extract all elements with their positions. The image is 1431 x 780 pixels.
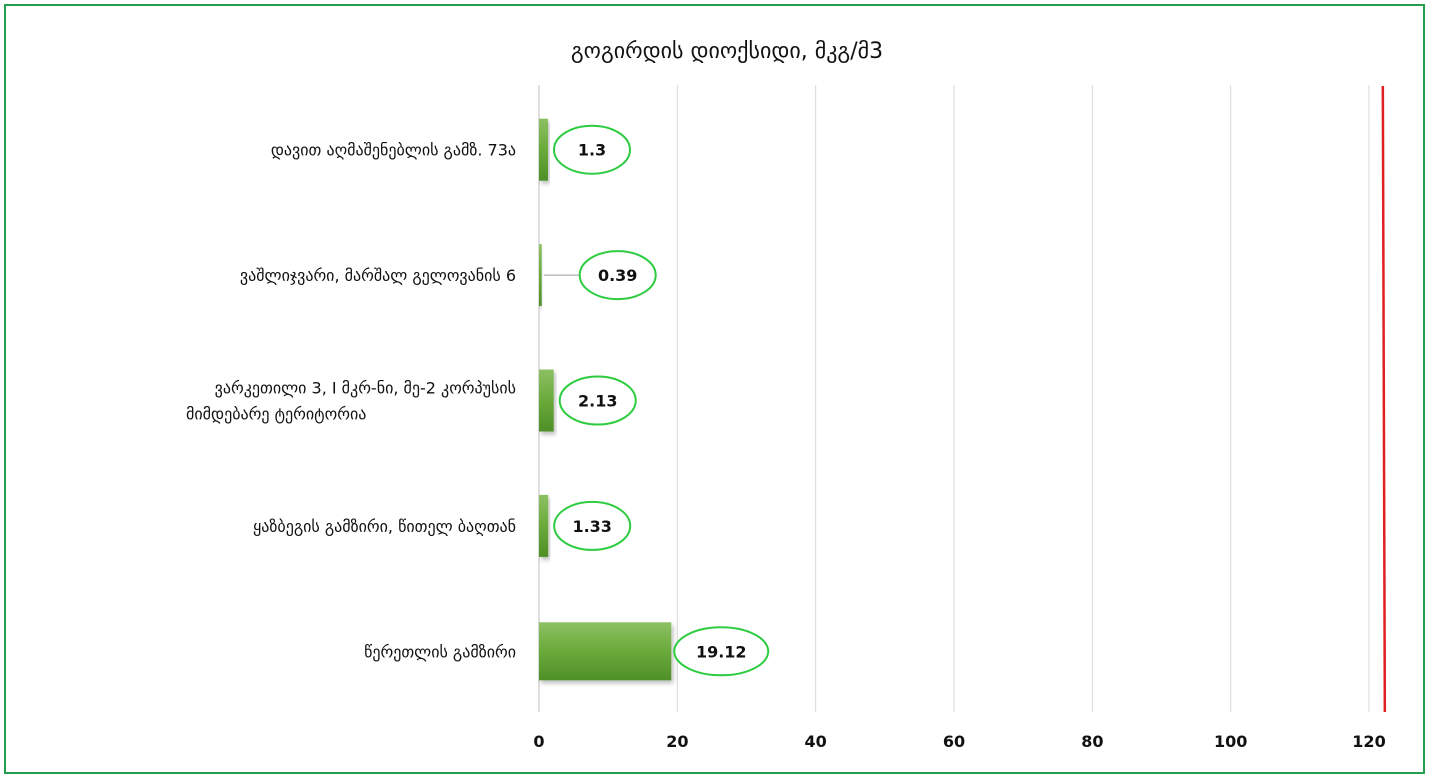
x-tick-label: 0 bbox=[533, 732, 544, 751]
bar bbox=[539, 244, 542, 307]
data-label-bubble bbox=[578, 250, 657, 301]
bars: 1.3 0.39 2.13 1.33 19.12 bbox=[539, 118, 770, 681]
category-label: ყაზბეგის გამზირი, წითელ ბაღთან bbox=[253, 517, 516, 536]
category-label: მიმდებარე ტერიტორია bbox=[186, 405, 366, 424]
x-tick-label: 120 bbox=[1352, 732, 1385, 751]
category-label: წერეთლის გამზირი bbox=[364, 642, 516, 661]
x-tick-label: 60 bbox=[943, 732, 965, 751]
category-label: დავით აღმაშენებლის გამზ. 73ა bbox=[271, 141, 516, 160]
data-label: 0.39 bbox=[598, 266, 637, 285]
x-tick-label: 100 bbox=[1214, 732, 1247, 751]
x-axis-ticks: 0 20 40 60 80 100 120 bbox=[533, 732, 1385, 751]
reference-line-group bbox=[1381, 85, 1387, 713]
data-label-bubble bbox=[552, 124, 631, 175]
bar bbox=[539, 494, 549, 557]
reference-line bbox=[1381, 85, 1387, 713]
data-label: 19.12 bbox=[696, 642, 747, 661]
bar bbox=[539, 369, 554, 432]
bar bbox=[539, 622, 672, 681]
data-label: 2.13 bbox=[578, 392, 617, 411]
gridlines bbox=[538, 85, 1370, 712]
data-label: 1.33 bbox=[572, 517, 611, 536]
data-label-bubble bbox=[553, 500, 632, 551]
data-label: 1.3 bbox=[578, 141, 606, 160]
category-label: ვაშლიჯვარი, მარშალ გელოვანის 6 bbox=[240, 266, 516, 285]
x-tick-label: 40 bbox=[805, 732, 827, 751]
chart-title: გოგირდის დიოქსიდი, მკგ/მ3 bbox=[571, 39, 883, 64]
data-label-bubble bbox=[673, 626, 770, 677]
bar bbox=[539, 118, 548, 181]
category-labels: დავით აღმაშენებლის გამზ. 73ა ვაშლიჯვარი, … bbox=[186, 141, 516, 662]
x-tick-label: 80 bbox=[1081, 732, 1103, 751]
category-label: ვარკეთილი 3, I მკრ-ნი, მე-2 კორპუსის bbox=[215, 379, 516, 398]
x-tick-label: 20 bbox=[666, 732, 688, 751]
data-label-bubble bbox=[558, 375, 637, 426]
